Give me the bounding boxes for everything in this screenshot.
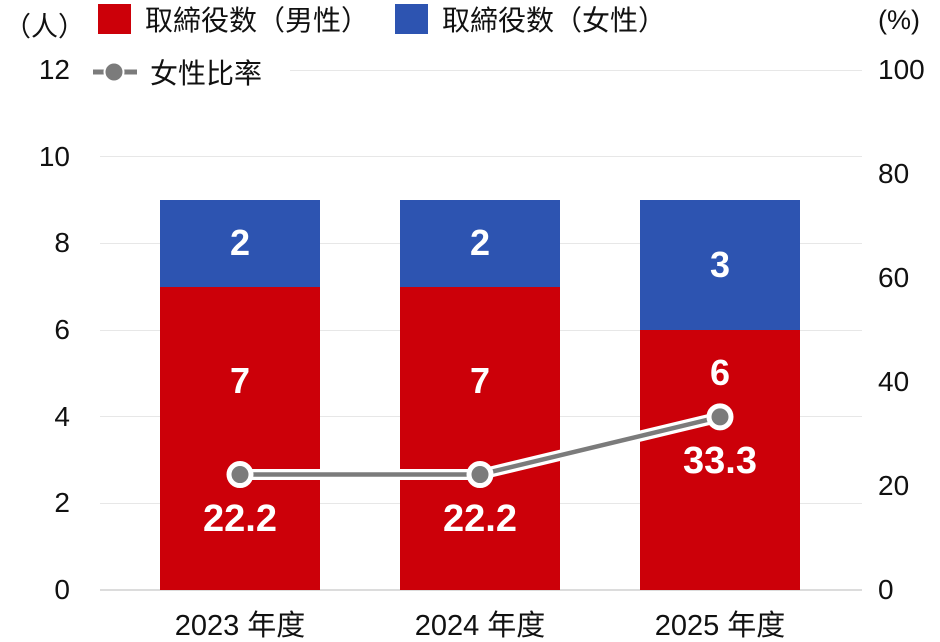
right-axis-tick: 100 (878, 54, 925, 85)
legend-row-bars: 取締役数（男性） 取締役数（女性） (98, 2, 667, 36)
right-axis-unit-label: (%) (878, 5, 920, 35)
x-axis-label: 2025 年度 (654, 610, 786, 642)
left-axis-tick: 6 (54, 314, 70, 345)
left-axis-tick: 0 (54, 574, 70, 605)
bar-value-female: 2 (229, 222, 251, 264)
left-axis-tick: 10 (38, 140, 70, 172)
legend-label-male: 取締役数（男性） (145, 5, 370, 36)
bar-value-female: 2 (469, 222, 491, 264)
gridline (100, 69, 862, 71)
x-axis-label: 2023 年度 (174, 610, 306, 642)
gridline (100, 589, 862, 591)
bar-value-male: 7 (229, 359, 251, 401)
bar-segment-female (400, 200, 560, 287)
legend-swatch-female (395, 4, 429, 34)
left-axis-unit-label: （人） (4, 12, 85, 42)
ratio-value-label: 33.3 (683, 439, 757, 482)
gridline (100, 156, 862, 158)
right-axis-tick: 60 (878, 262, 910, 293)
legend-label-ratio: 女性比率 (150, 58, 263, 89)
ratio-value-label: 22.2 (203, 497, 277, 540)
bar-segment-female (640, 200, 800, 330)
bar-value-male: 6 (709, 352, 731, 394)
left-axis-tick: 8 (54, 227, 70, 259)
left-axis-tick: 12 (38, 54, 70, 85)
right-axis-tick: 0 (878, 574, 894, 605)
ratio-value-label: 22.2 (443, 497, 517, 540)
bar-segment-female (160, 200, 320, 287)
x-axis-label: 2024 年度 (414, 610, 546, 642)
left-axis-tick: 4 (54, 400, 70, 432)
right-axis-tick: 20 (878, 470, 910, 501)
left-axis-tick: 2 (54, 487, 70, 519)
legend-marker-ratio-icon (92, 59, 140, 85)
legend-label-female: 取締役数（女性） (442, 5, 667, 36)
legend-row-line: 女性比率 (92, 56, 291, 89)
legend-swatch-male (98, 4, 131, 34)
bar-value-female: 3 (709, 244, 731, 285)
right-axis-tick: 80 (878, 158, 910, 189)
bar-value-male: 7 (469, 359, 491, 401)
right-axis-tick: 40 (878, 366, 910, 397)
